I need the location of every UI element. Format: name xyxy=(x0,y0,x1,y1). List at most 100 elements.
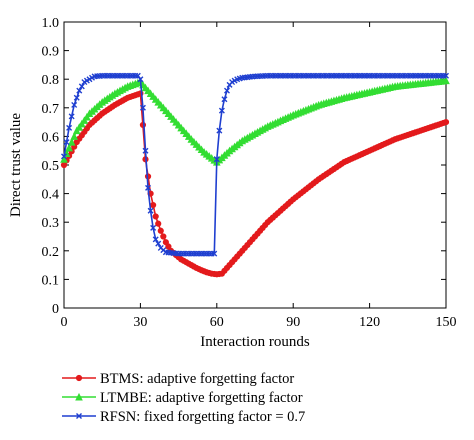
x-tick-label: 0 xyxy=(61,315,68,330)
data-point xyxy=(160,233,167,240)
y-tick-label: 0.1 xyxy=(42,273,60,288)
y-tick-label: 0 xyxy=(52,302,59,317)
data-point xyxy=(157,227,164,234)
data-point xyxy=(152,236,159,243)
data-point xyxy=(442,119,450,126)
data-point-stroke xyxy=(71,101,78,108)
legend-label: RFSN: fixed forgetting factor = 0.7 xyxy=(100,409,305,425)
data-point xyxy=(155,240,162,247)
data-point-stroke xyxy=(78,83,85,90)
series-layer xyxy=(60,72,450,278)
legend-item: LTMBE: adaptive forgetting factor xyxy=(62,390,303,406)
data-point xyxy=(213,156,220,163)
data-point-stroke xyxy=(216,127,223,134)
data-point-stroke xyxy=(167,249,174,256)
data-point-stroke xyxy=(134,72,141,79)
series-line xyxy=(63,92,447,276)
legend: BTMS: adaptive forgetting factor LTMBE: a… xyxy=(62,371,305,425)
data-point xyxy=(147,207,154,214)
data-point xyxy=(61,153,67,160)
data-point xyxy=(155,220,162,227)
data-point xyxy=(70,132,78,140)
axis-ticks: 0 30 60 90 120 150 0 0.1 0.2 0.3 0.4 0.5 0.6 0.7 0.8 0.… xyxy=(42,16,457,330)
data-point xyxy=(223,87,230,94)
data-point xyxy=(67,138,76,146)
series-2 xyxy=(60,76,450,166)
data-point-stroke xyxy=(162,249,169,256)
y-axis-label: Direct trust value xyxy=(8,113,24,217)
data-point-stroke xyxy=(173,250,180,257)
data-point-stroke xyxy=(213,156,220,163)
data-point-stroke xyxy=(76,87,83,94)
data-point xyxy=(139,104,146,111)
legend-marker xyxy=(76,413,82,419)
data-point xyxy=(443,72,449,79)
data-point xyxy=(152,213,159,220)
y-tick-label: 1.0 xyxy=(42,16,60,31)
data-point-stroke xyxy=(152,236,159,243)
data-point xyxy=(73,94,80,101)
data-point xyxy=(145,184,152,191)
plot-frame xyxy=(63,21,447,309)
data-point xyxy=(218,107,225,114)
data-point xyxy=(442,76,450,85)
legend-marker-stroke xyxy=(76,413,82,419)
data-point-stroke xyxy=(218,107,225,114)
x-axis-label: Interaction rounds xyxy=(200,334,310,350)
data-point-stroke xyxy=(73,94,80,101)
y-tick-label: 0.4 xyxy=(42,188,60,203)
data-point xyxy=(65,143,73,152)
data-point xyxy=(137,76,144,83)
y-tick-label: 0.3 xyxy=(42,216,60,231)
legend-item: RFSN: fixed forgetting factor = 0.7 xyxy=(62,409,305,425)
data-point xyxy=(66,124,73,131)
y-tick-label: 0.5 xyxy=(42,159,60,174)
series-3 xyxy=(61,72,449,257)
data-point xyxy=(142,147,149,154)
y-tick-label: 0.8 xyxy=(42,73,60,88)
data-point xyxy=(71,101,78,108)
data-point-stroke xyxy=(145,184,152,191)
x-tick-label: 90 xyxy=(286,315,300,330)
data-point xyxy=(211,250,218,257)
data-point-stroke xyxy=(170,250,177,257)
y-tick-label: 0.9 xyxy=(42,45,60,60)
x-tick-label: 30 xyxy=(133,315,147,330)
legend-marker xyxy=(75,392,83,401)
x-tick-label: 120 xyxy=(359,315,380,330)
data-point-stroke xyxy=(147,207,154,214)
data-point xyxy=(63,139,70,146)
data-point xyxy=(68,113,75,120)
series-1 xyxy=(60,90,450,278)
legend-label: BTMS: adaptive forgetting factor xyxy=(100,371,294,387)
x-tick-label: 150 xyxy=(436,315,457,330)
y-tick-label: 0.7 xyxy=(42,102,60,117)
y-tick-label: 0.2 xyxy=(42,245,60,260)
data-point-stroke xyxy=(150,224,157,231)
data-point xyxy=(221,96,228,103)
data-point xyxy=(216,127,223,134)
data-point-stroke xyxy=(68,113,75,120)
data-point-stroke xyxy=(66,124,73,131)
data-point-stroke xyxy=(137,76,144,83)
y-tick-label: 0.6 xyxy=(42,130,60,145)
data-point-stroke xyxy=(63,139,70,146)
x-tick-label: 60 xyxy=(210,315,224,330)
legend-item: BTMS: adaptive forgetting factor xyxy=(62,371,294,387)
data-point-stroke xyxy=(223,87,230,94)
data-point xyxy=(150,224,157,231)
data-point xyxy=(76,87,83,94)
data-point-stroke xyxy=(139,104,146,111)
data-point xyxy=(60,155,68,163)
data-point xyxy=(150,201,157,209)
data-point xyxy=(78,83,85,90)
data-point-stroke xyxy=(165,249,172,256)
data-point-stroke xyxy=(61,153,67,160)
data-point-stroke xyxy=(221,96,228,103)
data-point-stroke xyxy=(155,240,162,247)
data-point-stroke xyxy=(211,250,218,257)
legend-marker xyxy=(75,374,83,382)
data-point-stroke xyxy=(443,72,449,79)
legend-label: LTMBE: adaptive forgetting factor xyxy=(100,390,303,406)
